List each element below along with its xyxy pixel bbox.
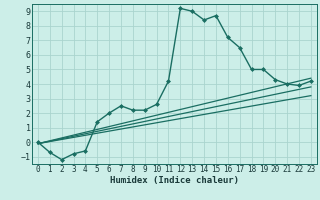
X-axis label: Humidex (Indice chaleur): Humidex (Indice chaleur) bbox=[110, 176, 239, 185]
